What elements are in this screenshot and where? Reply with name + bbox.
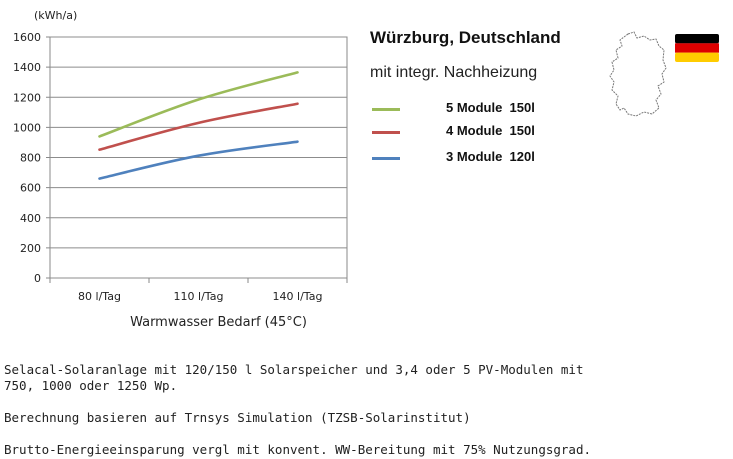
line-chart: 0 200 400 600 800 1000 1200 1400 1600 80 l/Tag 110… [13, 9, 348, 330]
legend-item-4-module: 4 Module 150l [372, 121, 612, 143]
x-tick-label: 110 l/Tag [174, 290, 224, 303]
y-tick-label: 0 [34, 272, 41, 285]
y-tick-label: 1000 [13, 121, 41, 134]
x-tick-label: 80 l/Tag [78, 290, 121, 303]
series-line [98, 140, 299, 180]
y-tick-label: 600 [20, 182, 41, 195]
note-system-description: Selacal-Solaranlage mit 120/150 l Solars… [4, 362, 584, 393]
y-tick-label: 1400 [13, 61, 41, 74]
legend-swatch [372, 157, 400, 160]
legend-label: 4 Module 150l [446, 123, 535, 138]
legend-swatch [372, 108, 400, 111]
legend-swatch [372, 131, 400, 134]
y-tick-label: 1600 [13, 31, 41, 44]
x-axis-title: Warmwasser Bedarf (45°C) [130, 315, 307, 330]
y-unit-label: (kWh/a) [34, 9, 77, 22]
y-tick-label: 400 [20, 212, 41, 225]
y-tick-label: 200 [20, 242, 41, 255]
location-title: Würzburg, Deutschland [370, 28, 561, 47]
series-line [98, 71, 299, 138]
legend-label: 5 Module 150l [446, 100, 535, 115]
note-savings-basis: Brutto-Energieeinsparung vergl mit konve… [4, 442, 591, 457]
heating-subtitle: mit integr. Nachheizung [370, 64, 538, 81]
legend-item-5-module: 5 Module 150l [372, 98, 612, 120]
y-tick-label: 1200 [13, 91, 41, 104]
german-flag-icon [675, 34, 719, 62]
note-simulation-source: Berechnung basieren auf Trnsys Simulatio… [4, 410, 471, 425]
y-tick-label: 800 [20, 152, 41, 165]
legend-item-3-module: 3 Module 120l [372, 147, 612, 169]
germany-map-icon [609, 31, 667, 117]
series-line [98, 102, 299, 151]
x-tick-label: 140 l/Tag [273, 290, 323, 303]
legend-label: 3 Module 120l [446, 149, 535, 164]
